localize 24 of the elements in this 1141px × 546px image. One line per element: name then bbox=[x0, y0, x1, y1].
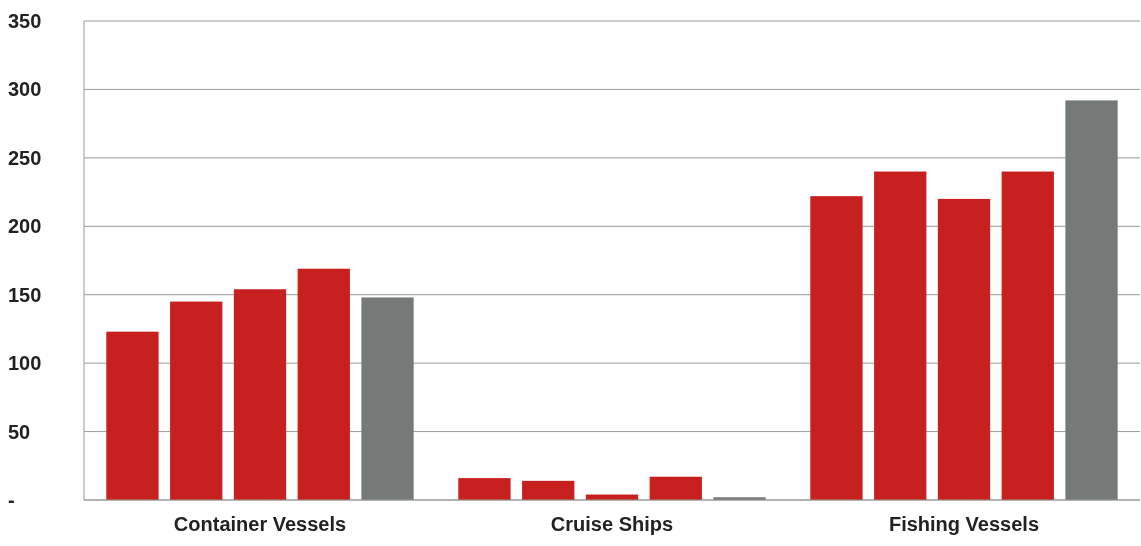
y-tick-label: 300 bbox=[8, 78, 42, 101]
bar bbox=[874, 171, 927, 500]
y-tick-label: 350 bbox=[8, 10, 42, 32]
y-tick-label: 150 bbox=[8, 283, 42, 306]
bar bbox=[522, 480, 575, 500]
bar bbox=[810, 196, 863, 500]
x-tick-label: Container Vessels bbox=[173, 513, 347, 535]
bar bbox=[1001, 171, 1054, 500]
bar bbox=[297, 268, 350, 500]
bar bbox=[458, 478, 511, 500]
bar bbox=[937, 198, 991, 500]
x-tick-label: Fishing Vessels bbox=[888, 513, 1040, 535]
bar bbox=[170, 301, 223, 500]
y-tick-label: 250 bbox=[8, 146, 42, 169]
y-tick-label: 50 bbox=[8, 420, 31, 443]
bar bbox=[649, 476, 702, 500]
bar bbox=[106, 331, 159, 500]
bar bbox=[233, 289, 287, 500]
bar bbox=[361, 297, 414, 500]
y-tick-label: 200 bbox=[8, 215, 42, 238]
x-tick-label: Cruise Ships bbox=[550, 513, 674, 535]
y-tick-label: - bbox=[8, 489, 15, 511]
y-tick-label: 100 bbox=[8, 352, 42, 375]
bar bbox=[1065, 100, 1118, 500]
